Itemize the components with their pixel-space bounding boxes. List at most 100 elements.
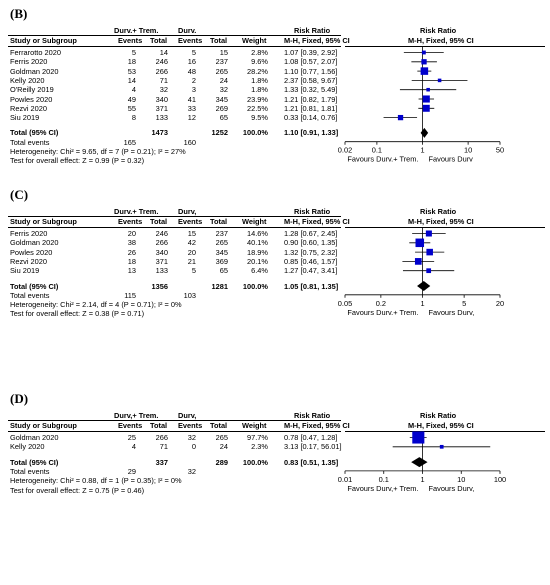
risk-ratio-header: Risk Ratio: [294, 411, 331, 420]
total1-cell: 266: [155, 433, 168, 442]
study-point-square: [412, 431, 425, 444]
study-name: Goldman 2020: [10, 66, 59, 76]
heterogeneity-text: Heterogeneity: Chi² = 0.88, df = 1 (P = …: [10, 476, 182, 486]
weight-cell: 22.5%: [247, 103, 268, 113]
weight-cell: 1.8%: [251, 75, 268, 85]
study-point-square: [437, 78, 442, 83]
total2-cell: 24: [219, 75, 228, 85]
plot-header: Risk Ratio: [420, 411, 457, 420]
total1-cell: 371: [155, 256, 168, 266]
events2-cell: 41: [187, 94, 196, 104]
total1-col-header: Total: [150, 217, 168, 226]
x-axis-tick-label: 0.2: [376, 299, 386, 308]
rr-ci-cell: 0.78 [0.47, 1.28]: [284, 433, 338, 442]
total2-value: 1252: [211, 128, 228, 138]
events1-col-header: Events: [118, 217, 143, 226]
total-label: Total (95% CI): [10, 457, 59, 467]
rr-ci-cell: 0.33 [0.14, 0.76]: [284, 113, 338, 123]
study-point-square: [397, 114, 404, 121]
total-weight: 100.0%: [242, 128, 268, 138]
total1-cell: 32: [159, 85, 168, 95]
forest-panel: (C) Durv.+ Trem. Durv, Risk Ratio Risk Ratio…: [0, 181, 550, 351]
total2-cell: 265: [215, 238, 228, 248]
events2-cell: 48: [187, 66, 196, 76]
x-axis-tick-label: 10: [464, 146, 472, 155]
events2-cell: 16: [187, 57, 196, 67]
total1-col-header: Total: [150, 36, 168, 45]
study-point-square: [422, 95, 430, 103]
total2-cell: 237: [215, 57, 228, 67]
study-name: O'Reilly 2019: [10, 85, 54, 95]
study-name: Ferris 2020: [10, 229, 48, 238]
total2-cell: 65: [219, 113, 228, 123]
events2-cell: 32: [187, 433, 196, 442]
events2-cell: 0: [191, 442, 196, 452]
plot-header: Risk Ratio: [420, 26, 457, 35]
total1-cell: 371: [155, 103, 168, 113]
total1-cell: 340: [155, 247, 168, 257]
total-label: Total (95% CI): [10, 281, 59, 291]
total1-value: 337: [155, 457, 168, 467]
weight-cell: 14.6%: [247, 229, 268, 238]
rr-col-header: M-H, Fixed, 95% CI: [284, 36, 350, 45]
group2-header: Durv.: [178, 26, 197, 35]
x-axis-tick-label: 100: [494, 475, 506, 484]
study-point-square: [426, 87, 430, 92]
rr-ci-cell: 1.10 [0.77, 1.56]: [284, 66, 338, 76]
events1-cell: 14: [127, 75, 136, 85]
overall-effect-text: Test for overall effect: Z = 0.99 (P = 0…: [10, 156, 145, 166]
total1-cell: 246: [155, 229, 168, 238]
study-col-header: Study or Subgroup: [10, 217, 77, 226]
favours-left-label: Favours Durv,+ Trem.: [347, 484, 418, 493]
events1-cell: 38: [127, 238, 136, 248]
events1-cell: 4: [131, 442, 136, 452]
events1-cell: 13: [127, 266, 136, 276]
weight-cell: 28.2%: [247, 66, 268, 76]
favours-left-label: Favours Durv.+ Trem.: [347, 308, 418, 317]
events2-col-header: Events: [178, 217, 203, 226]
total1-col-header: Total: [150, 421, 168, 430]
rr-ci-cell: 1.21 [0.81, 1.81]: [284, 103, 338, 113]
rr-ci-cell: 1.32 [0.75, 2.32]: [284, 247, 338, 257]
total2-col-header: Total: [210, 217, 228, 226]
subheader-rule: [8, 46, 341, 47]
subheader-rule: [8, 227, 341, 228]
plot-sub-header: M-H, Fixed, 95% CI: [408, 36, 474, 45]
study-point-square: [421, 59, 427, 65]
rr-ci-cell: 3.13 [0.17, 56.01]: [284, 442, 342, 452]
weight-col-header: Weight: [242, 421, 267, 430]
total2-value: 1281: [211, 281, 228, 291]
study-point-square: [420, 67, 429, 75]
pooled-diamond: [417, 281, 431, 291]
rr-ci-cell: 1.33 [0.32, 5.49]: [284, 85, 338, 95]
events2-cell: 12: [187, 113, 196, 123]
top-rule: [8, 216, 341, 217]
rr-ci-cell: 1.08 [0.57, 2.07]: [284, 57, 338, 67]
plot-header-rule: [345, 227, 545, 228]
events1-cell: 18: [127, 256, 136, 266]
total2-cell: 369: [215, 256, 228, 266]
total-events2: 160: [183, 137, 196, 147]
plot-sub-header: M-H, Fixed, 95% CI: [408, 217, 474, 226]
total-label: Total (95% CI): [10, 128, 59, 138]
events2-col-header: Events: [178, 421, 203, 430]
weight-cell: 97.7%: [247, 433, 268, 442]
group1-header: Durv,+ Trem.: [114, 411, 159, 420]
study-point-square: [415, 238, 425, 248]
total2-cell: 32: [219, 85, 228, 95]
group2-header: Durv,: [178, 207, 197, 216]
favours-right-label: Favours Durv,: [429, 308, 475, 317]
pooled-diamond: [411, 457, 428, 468]
events1-cell: 25: [127, 433, 136, 442]
rr-ci-cell: 0.90 [0.60, 1.35]: [284, 238, 338, 248]
events2-cell: 2: [191, 75, 196, 85]
study-name: Siu 2019: [10, 113, 40, 123]
total2-cell: 265: [215, 433, 228, 442]
total2-col-header: Total: [210, 36, 228, 45]
events2-cell: 20: [187, 247, 196, 257]
study-point-square: [414, 258, 422, 265]
favours-right-label: Favours Durv: [429, 155, 474, 164]
x-axis-tick-label: 0.1: [372, 146, 382, 155]
x-axis-tick-label: 1: [420, 299, 424, 308]
x-axis-tick-label: 0.02: [338, 146, 352, 155]
